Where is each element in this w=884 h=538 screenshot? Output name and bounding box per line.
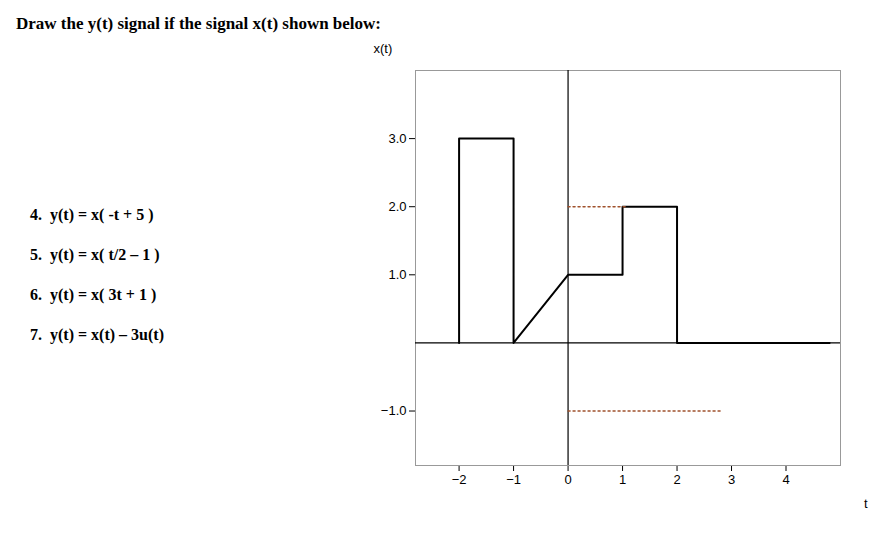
html-text:7. y(t) = x(t) – 3u(t): 7. y(t) = x(t) – 3u(t) [30,326,164,343]
svg-text:1.0: 1.0 [388,267,406,282]
svg-text:x(t): x(t) [374,41,393,56]
svg-text:−2: −2 [452,472,467,487]
html-text:Draw the y(t) signal if the si: Draw the y(t) signal if the signal x(t) … [16,14,381,33]
svg-text:2: 2 [673,472,680,487]
html-text:5. y(t) = x( t/2 – 1 ): 5. y(t) = x( t/2 – 1 ) [30,246,160,263]
svg-text:4: 4 [782,472,789,487]
html-text:4. y(t) = x( -t + 5 ): 4. y(t) = x( -t + 5 ) [30,206,154,223]
svg-text:t: t [864,496,868,511]
svg-text:3: 3 [728,472,735,487]
svg-text:−1.0: −1.0 [381,403,407,418]
svg-text:−1: −1 [506,472,521,487]
svg-text:0: 0 [564,472,571,487]
svg-text:1: 1 [619,472,626,487]
svg-text:2.0: 2.0 [388,199,406,214]
svg-text:3.0: 3.0 [388,131,406,146]
html-text:6. y(t) = x( 3t + 1 ): 6. y(t) = x( 3t + 1 ) [30,286,157,303]
